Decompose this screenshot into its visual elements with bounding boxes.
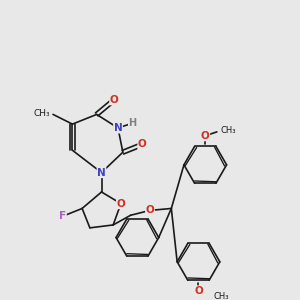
Text: N: N xyxy=(114,123,122,133)
Text: N: N xyxy=(97,168,106,178)
Text: O: O xyxy=(138,140,147,149)
Text: O: O xyxy=(116,199,125,208)
Text: O: O xyxy=(146,206,154,215)
Text: O: O xyxy=(201,131,210,141)
Text: F: F xyxy=(59,211,66,221)
Text: CH₃: CH₃ xyxy=(214,292,230,300)
Text: H: H xyxy=(128,118,136,128)
Text: O: O xyxy=(110,95,118,105)
Text: O: O xyxy=(194,286,203,296)
Text: CH₃: CH₃ xyxy=(34,109,50,118)
Text: CH₃: CH₃ xyxy=(221,126,236,135)
